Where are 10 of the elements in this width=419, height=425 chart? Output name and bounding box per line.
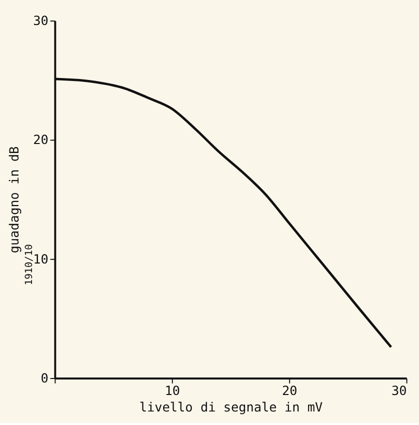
- y-tick-label: 10: [33, 251, 48, 266]
- x-tick-label: 10: [164, 383, 180, 398]
- text: 1910/10: [24, 244, 36, 286]
- y-tick-label: 30: [33, 12, 48, 28]
- x-tick-label: 20: [282, 383, 298, 398]
- y-axis-title: guadagno in dB: [6, 146, 22, 254]
- x-tick-label: 30: [392, 383, 407, 398]
- y-tick-label: 0: [40, 370, 48, 386]
- y-tick-label: 20: [33, 132, 48, 148]
- x-axis-title: livello di segnale in mV: [139, 400, 324, 415]
